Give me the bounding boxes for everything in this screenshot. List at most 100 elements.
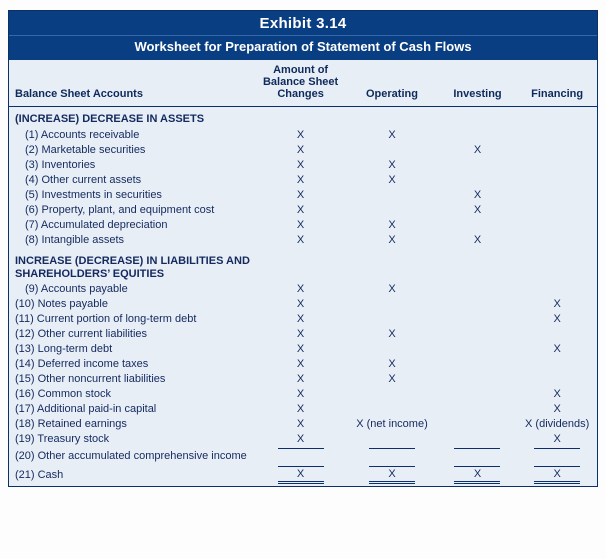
cell-financing: X bbox=[517, 297, 597, 312]
cell-operating bbox=[346, 297, 437, 312]
cell-financing bbox=[517, 142, 597, 157]
cell-investing bbox=[438, 157, 518, 172]
table-row: (6) Property, plant, and equipment cost … bbox=[9, 202, 597, 217]
table-row-total: (21) Cash X X X X bbox=[9, 465, 597, 486]
cell-financing bbox=[517, 327, 597, 342]
cell-operating: X bbox=[346, 357, 437, 372]
row-label: (1) Accounts receivable bbox=[9, 127, 255, 142]
cell-changes: X bbox=[255, 232, 346, 247]
section-liabilities-label: INCREASE (DECREASE) IN LIABILITIES AND S… bbox=[9, 247, 597, 282]
cell-investing bbox=[438, 447, 518, 465]
cell-changes: X bbox=[255, 357, 346, 372]
cell-financing bbox=[517, 447, 597, 465]
col-header-investing: Investing bbox=[438, 60, 518, 107]
cell-operating bbox=[346, 202, 437, 217]
table-row: (4) Other current assets X X bbox=[9, 172, 597, 187]
cell-changes: X bbox=[255, 217, 346, 232]
cell-changes: X bbox=[255, 142, 346, 157]
row-label: (12) Other current liabilities bbox=[9, 327, 255, 342]
header-row: Balance Sheet Accounts Amount of Balance… bbox=[9, 60, 597, 107]
row-label: (15) Other noncurrent liabilities bbox=[9, 372, 255, 387]
cell-changes: X bbox=[255, 187, 346, 202]
cell-investing bbox=[438, 172, 518, 187]
cell-financing: X bbox=[517, 465, 597, 486]
col-header-bsa: Balance Sheet Accounts bbox=[9, 60, 255, 107]
cell-changes: X bbox=[255, 157, 346, 172]
row-label: (8) Intangible assets bbox=[9, 232, 255, 247]
cell-changes bbox=[255, 447, 346, 465]
row-label: (10) Notes payable bbox=[9, 297, 255, 312]
cashflow-table: Balance Sheet Accounts Amount of Balance… bbox=[9, 60, 597, 486]
cell-operating bbox=[346, 142, 437, 157]
cell-financing: X bbox=[517, 312, 597, 327]
table-row: (13) Long-term debt X X bbox=[9, 342, 597, 357]
cell-investing bbox=[438, 217, 518, 232]
row-label: (9) Accounts payable bbox=[9, 282, 255, 297]
table-row: (20) Other accumulated comprehensive inc… bbox=[9, 447, 597, 465]
cell-investing bbox=[438, 282, 518, 297]
cell-operating bbox=[346, 447, 437, 465]
cell-operating: X bbox=[346, 465, 437, 486]
cell-operating: X (net income) bbox=[346, 417, 437, 432]
cell-changes: X bbox=[255, 202, 346, 217]
cell-operating: X bbox=[346, 372, 437, 387]
cell-investing: X bbox=[438, 232, 518, 247]
table-row: (9) Accounts payable X X bbox=[9, 282, 597, 297]
cell-changes: X bbox=[255, 312, 346, 327]
cell-financing: X (dividends) bbox=[517, 417, 597, 432]
cell-financing bbox=[517, 127, 597, 142]
cell-operating bbox=[346, 187, 437, 202]
cell-changes: X bbox=[255, 297, 346, 312]
exhibit-subtitle: Worksheet for Preparation of Statement o… bbox=[9, 35, 597, 60]
cell-financing: X bbox=[517, 342, 597, 357]
cell-value: X bbox=[454, 466, 500, 484]
cell-financing bbox=[517, 202, 597, 217]
table-row: (11) Current portion of long-term debt X… bbox=[9, 312, 597, 327]
cell-investing bbox=[438, 432, 518, 447]
cell-operating: X bbox=[346, 327, 437, 342]
cell-investing: X bbox=[438, 465, 518, 486]
row-label: (19) Treasury stock bbox=[9, 432, 255, 447]
cell-investing: X bbox=[438, 202, 518, 217]
row-label: (4) Other current assets bbox=[9, 172, 255, 187]
row-label: (21) Cash bbox=[9, 465, 255, 486]
table-row: (18) Retained earnings X X (net income) … bbox=[9, 417, 597, 432]
cell-investing bbox=[438, 402, 518, 417]
table-row: (10) Notes payable X X bbox=[9, 297, 597, 312]
row-label: (7) Accumulated depreciation bbox=[9, 217, 255, 232]
section-assets-label: (INCREASE) DECREASE IN ASSETS bbox=[9, 107, 597, 128]
page: Exhibit 3.14 Worksheet for Preparation o… bbox=[0, 0, 606, 559]
row-label: (5) Investments in securities bbox=[9, 187, 255, 202]
table-row: (2) Marketable securities X X bbox=[9, 142, 597, 157]
table-row: (15) Other noncurrent liabilities X X bbox=[9, 372, 597, 387]
cell-changes: X bbox=[255, 417, 346, 432]
row-label: (13) Long-term debt bbox=[9, 342, 255, 357]
row-label: (18) Retained earnings bbox=[9, 417, 255, 432]
col-header-changes-l1: Amount of bbox=[259, 64, 342, 76]
cell-changes: X bbox=[255, 327, 346, 342]
row-label: (20) Other accumulated comprehensive inc… bbox=[9, 447, 255, 465]
table-row: (14) Deferred income taxes X X bbox=[9, 357, 597, 372]
cell-financing bbox=[517, 357, 597, 372]
row-label: (17) Additional paid-in capital bbox=[9, 402, 255, 417]
cell-financing bbox=[517, 372, 597, 387]
cell-value: X bbox=[534, 466, 580, 484]
section-liabilities: INCREASE (DECREASE) IN LIABILITIES AND S… bbox=[9, 247, 597, 282]
cell-operating: X bbox=[346, 172, 437, 187]
cell-operating bbox=[346, 387, 437, 402]
cell-investing: X bbox=[438, 187, 518, 202]
exhibit-title: Exhibit 3.14 bbox=[9, 11, 597, 35]
cell-changes: X bbox=[255, 282, 346, 297]
cell-financing: X bbox=[517, 387, 597, 402]
col-header-changes-l2: Balance Sheet bbox=[259, 76, 342, 88]
cell-investing bbox=[438, 387, 518, 402]
table-row: (3) Inventories X X bbox=[9, 157, 597, 172]
cell-changes: X bbox=[255, 172, 346, 187]
cell-changes: X bbox=[255, 432, 346, 447]
cell-investing bbox=[438, 127, 518, 142]
cell-changes: X bbox=[255, 342, 346, 357]
table-row: (16) Common stock X X bbox=[9, 387, 597, 402]
cell-financing: X bbox=[517, 432, 597, 447]
col-header-operating: Operating bbox=[346, 60, 437, 107]
col-header-financing: Financing bbox=[517, 60, 597, 107]
